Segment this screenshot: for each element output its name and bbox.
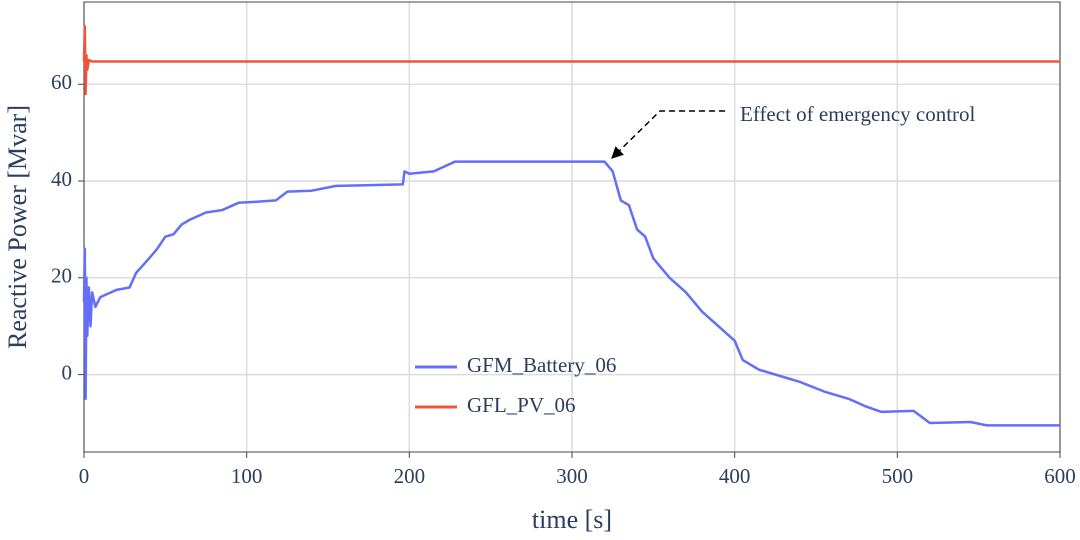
x-tick-label: 400 (719, 464, 751, 488)
y-tick-label: 20 (51, 264, 72, 288)
line-series (82, 160, 1060, 427)
x-tick-label: 500 (882, 464, 914, 488)
y-axis-title: Reactive Power [Mvar] (3, 105, 32, 349)
line-series (82, 24, 1060, 96)
x-tick-label: 600 (1044, 464, 1076, 488)
annotation: Effect of emergency control (740, 102, 976, 126)
y-tick-label: 60 (51, 70, 72, 94)
annotation-arrow (611, 110, 725, 159)
annotation-box: Effect of emergency control (740, 102, 976, 126)
legend-label: GFM_Battery_06 (467, 353, 616, 377)
x-tick-label: 0 (79, 464, 90, 488)
x-tick-label: 100 (231, 464, 263, 488)
x-axis-title: time [s] (532, 505, 612, 534)
grid (83, 2, 1061, 452)
x-tick-label: 300 (556, 464, 588, 488)
y-tick-label: 40 (51, 167, 72, 191)
y-tick-label: 0 (62, 360, 73, 384)
x-tick-label: 200 (394, 464, 426, 488)
legend-label: GFL_PV_06 (467, 393, 576, 417)
